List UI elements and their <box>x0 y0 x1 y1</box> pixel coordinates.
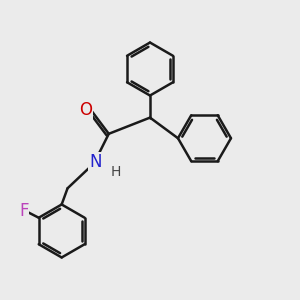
Text: O: O <box>79 101 92 119</box>
Text: H: H <box>111 165 121 179</box>
Text: F: F <box>19 202 28 220</box>
Text: N: N <box>89 153 102 171</box>
